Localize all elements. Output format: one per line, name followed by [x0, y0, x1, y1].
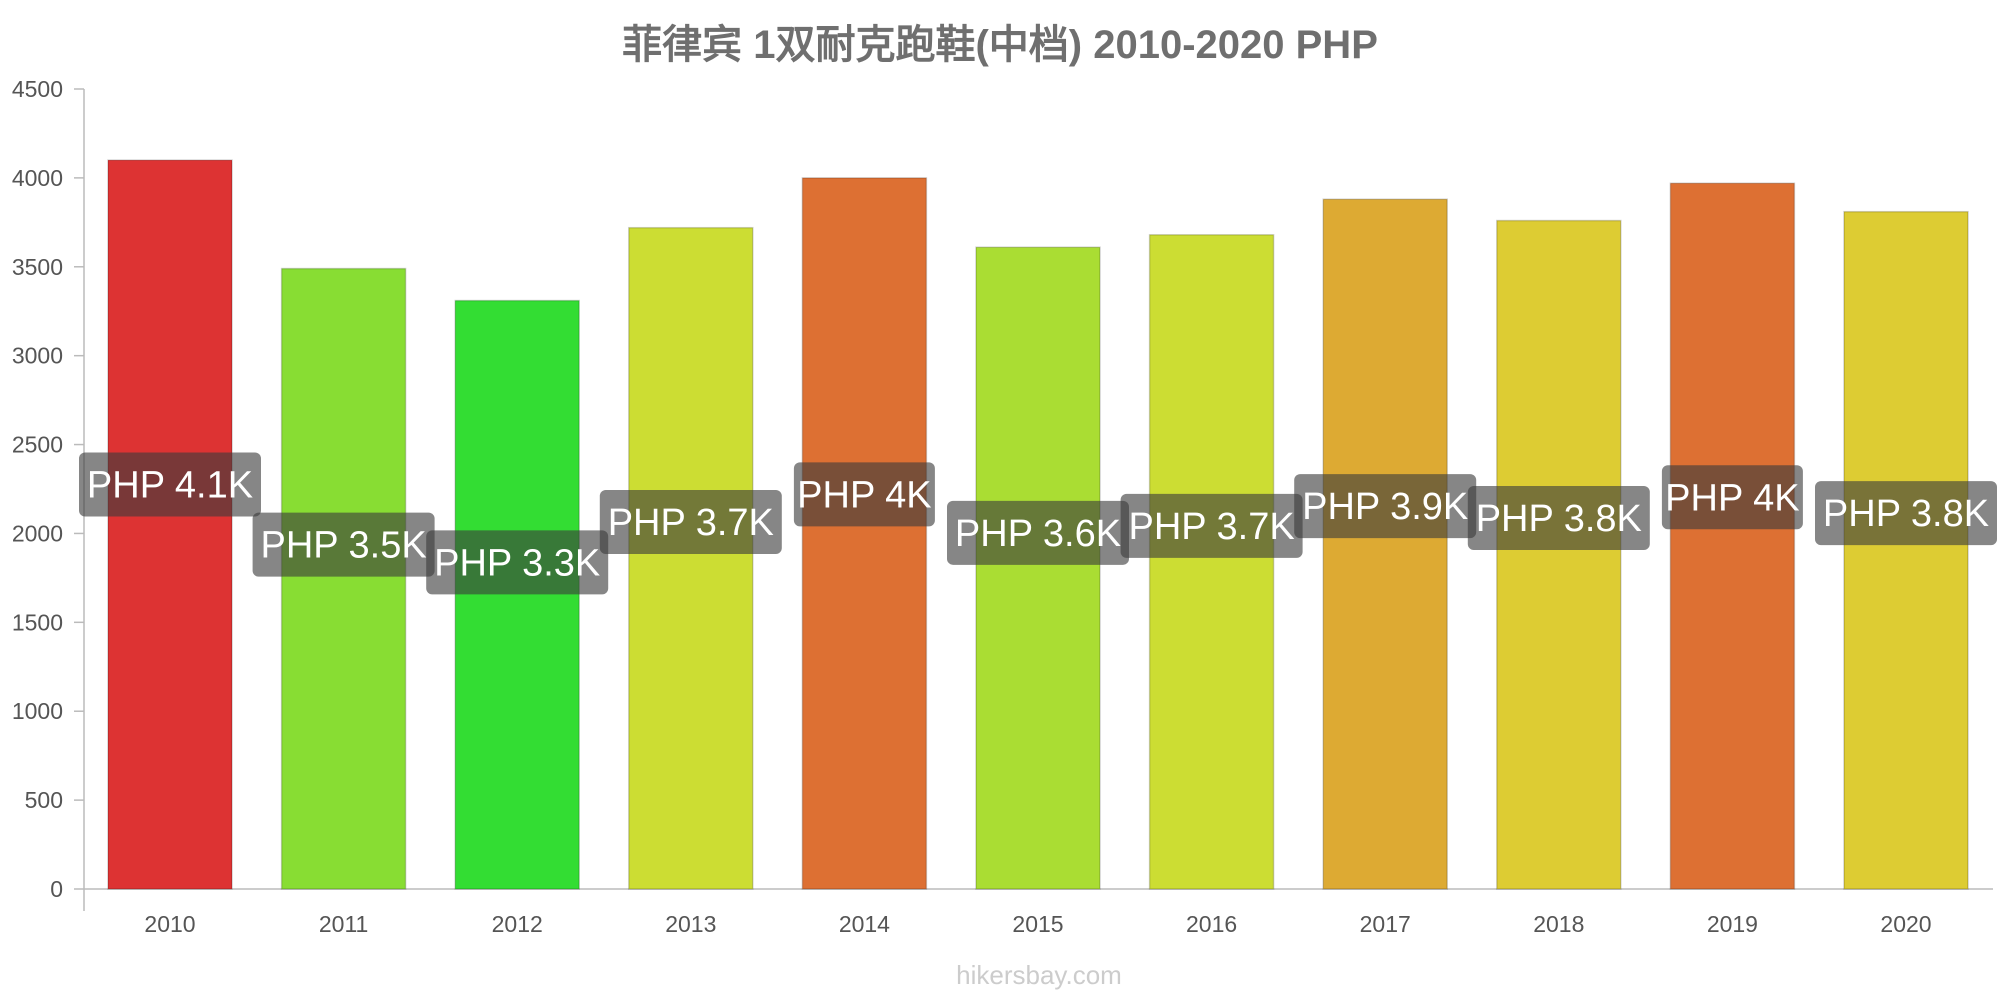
x-tick-label: 2018 — [1533, 911, 1584, 937]
y-tick-label: 4000 — [12, 165, 63, 191]
y-tick-label: 500 — [25, 787, 63, 813]
bar-2011 — [280, 267, 407, 890]
x-tick-label: 2012 — [492, 911, 543, 937]
y-tick-label: 2500 — [12, 432, 63, 458]
data-label-text: PHP 3.9K — [1302, 486, 1468, 528]
data-label-text: PHP 3.8K — [1823, 493, 1989, 535]
y-tick-label: 2000 — [12, 520, 63, 546]
data-label-2019: PHP 4K — [1661, 465, 1803, 530]
bar-2015 — [975, 246, 1101, 890]
x-tick-label: 2015 — [1012, 911, 1063, 937]
data-label-box — [426, 530, 609, 595]
y-tick-label: 3000 — [12, 343, 63, 369]
data-label-box — [947, 500, 1129, 565]
x-tick-label: 2016 — [1186, 911, 1237, 937]
bar-2020 — [1843, 210, 1969, 890]
x-tick-label: 2011 — [319, 911, 368, 937]
x-tick-label: 2019 — [1707, 911, 1758, 937]
x-tick-label: 2020 — [1880, 911, 1931, 937]
bar-2016 — [1148, 234, 1275, 890]
x-tick-label: 2017 — [1360, 911, 1411, 937]
data-label-box — [1467, 486, 1650, 551]
x-tick-label: 2010 — [144, 911, 195, 937]
data-label-text: PHP 3.8K — [1476, 498, 1642, 540]
data-label-2020: PHP 3.8K — [1815, 481, 1997, 546]
data-label-text: PHP 4K — [1665, 477, 1799, 519]
data-label-text: PHP 4.1K — [87, 464, 253, 506]
data-label-box — [1120, 493, 1303, 558]
data-label-box — [793, 462, 935, 527]
data-label-text: PHP 3.7K — [1129, 506, 1295, 548]
chart-title: 菲律宾 1双耐克跑鞋(中档) 2010-2020 PHP — [622, 23, 1378, 67]
bar-2014 — [801, 177, 928, 890]
data-label-text: PHP 3.6K — [955, 513, 1121, 555]
bar-2019 — [1669, 182, 1796, 890]
bar-2010 — [107, 159, 233, 890]
data-label-2016: PHP 3.7K — [1120, 493, 1303, 558]
y-tick-label: 1000 — [12, 698, 63, 724]
x-tick-label: 2014 — [839, 911, 890, 937]
data-label-box — [1294, 474, 1477, 539]
data-label-2017: PHP 3.9K — [1294, 474, 1477, 539]
bars — [107, 159, 1969, 890]
bar-2012 — [454, 299, 580, 890]
y-tick-label: 4500 — [12, 76, 63, 102]
data-label-2014: PHP 4K — [793, 462, 935, 527]
data-label-box — [599, 489, 782, 554]
y-axis: 0 500 1000 1500 2000 2500 3000 3500 4000 4500 — [12, 76, 85, 911]
data-label-2018: PHP 3.8K — [1467, 486, 1650, 551]
y-tick-label: 1500 — [12, 609, 63, 635]
data-label-text: PHP 3.7K — [608, 502, 774, 544]
data-label-2010: PHP 4.1K — [79, 452, 261, 517]
data-label-box — [79, 452, 261, 517]
data-label-box — [252, 512, 435, 577]
data-label-2012: PHP 3.3K — [426, 530, 609, 595]
y-tick-label: 0 — [50, 876, 63, 902]
data-label-text: PHP 3.5K — [261, 525, 427, 567]
x-axis: 2010 2011 2012 2013 2014 2015 2016 2017 2018 2019… — [84, 888, 1993, 937]
data-label-box — [1815, 481, 1997, 546]
data-label-box — [1661, 465, 1803, 530]
x-tick-label: 2013 — [665, 911, 716, 937]
data-label-2015: PHP 3.6K — [947, 500, 1129, 565]
data-label-2011: PHP 3.5K — [252, 512, 435, 577]
bar-2013 — [628, 226, 754, 890]
data-label-2013: PHP 3.7K — [599, 489, 782, 554]
y-tick-label: 3500 — [12, 254, 63, 280]
data-label-text: PHP 3.3K — [434, 542, 600, 584]
bar-2018 — [1496, 219, 1622, 890]
watermark: hikersbay.com — [956, 960, 1122, 990]
bar-2017 — [1322, 198, 1448, 890]
data-label-text: PHP 4K — [797, 474, 931, 516]
